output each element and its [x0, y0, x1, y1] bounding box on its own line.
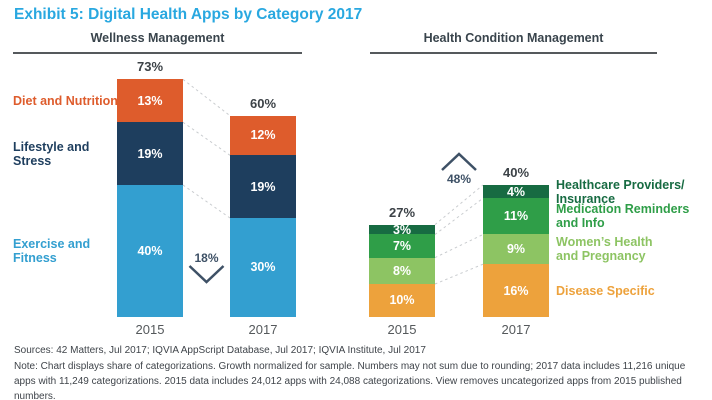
bar-segment: 40%: [117, 184, 183, 317]
series-label: Women’s Health and Pregnancy: [556, 235, 708, 263]
bar-segment: 3%: [369, 222, 435, 237]
series-label-line: Healthcare Providers/: [556, 177, 685, 192]
series-label-line: Disease Specific: [556, 283, 655, 298]
segment-value-label: 4%: [506, 184, 526, 199]
series-label-line: and Pregnancy: [556, 249, 646, 264]
x-axis-label: 2017: [248, 322, 278, 337]
series-label: Healthcare Providers/Insurance: [556, 178, 708, 206]
series-label-line: Exercise and Fitness: [13, 237, 91, 265]
segment-value-label: 13%: [137, 93, 163, 108]
bar-segment: 19%: [117, 122, 183, 185]
stacked-bar-2017: 4% 11% 9% 16%: [483, 185, 549, 317]
segment-value-label: 16%: [503, 283, 529, 298]
note-text: Note: Chart displays share of categoriza…: [14, 361, 686, 400]
panel-header-health-condition-label: Health Condition Management: [423, 31, 604, 45]
series-label-line: and Info: [556, 216, 605, 231]
stacked-bar-2015: 3% 7% 8% 10%: [369, 222, 435, 317]
x-axis-label: 2015: [135, 322, 165, 337]
series-label: Exercise and Fitness: [13, 237, 123, 265]
segment-value-label: 3%: [392, 222, 412, 237]
segment-value-label: 10%: [389, 293, 415, 308]
series-label: Medication Reminders and Info: [556, 202, 708, 230]
series-label: Diet and Nutrition: [13, 94, 123, 108]
panel-header-wellness-management: Wellness Management: [13, 31, 302, 54]
page-title: Exhibit 5: Digital Health Apps by Catego…: [14, 6, 363, 23]
bar-segment: 19%: [230, 155, 296, 218]
growth-percent-label: 18%: [194, 251, 219, 265]
segment-value-label: 19%: [250, 179, 276, 194]
stacked-bar-2017: 12% 19% 30%: [230, 115, 296, 317]
segment-value-label: 19%: [137, 146, 163, 161]
footer: Sources: 42 Matters, Jul 2017; IQVIA App…: [14, 343, 708, 400]
series-label-line: Diet and Nutrition: [13, 93, 118, 108]
bar-total-label: 40%: [502, 165, 530, 180]
bar-segment: 13%: [117, 79, 183, 123]
segment-value-label: 9%: [506, 242, 526, 257]
panel-header-health-condition-management: Health Condition Management: [370, 31, 657, 54]
bar-segment: 16%: [483, 264, 549, 317]
panel-header-wellness-label: Wellness Management: [90, 31, 225, 45]
series-label: Disease Specific: [556, 284, 708, 298]
series-label-line: Lifestyle and Stress: [13, 139, 90, 168]
bar-segment: 30%: [230, 217, 296, 317]
segment-value-label: 8%: [392, 263, 412, 278]
bar-segment: 11%: [483, 198, 549, 235]
series-label-line: Insurance: [556, 191, 616, 206]
segment-value-label: 40%: [137, 243, 163, 258]
bar-segment: 9%: [483, 234, 549, 265]
segment-value-label: 30%: [250, 260, 276, 275]
bar-total-label: 27%: [388, 204, 416, 220]
bar-total-label: 60%: [249, 95, 277, 111]
x-axis-label: 2015: [387, 322, 417, 337]
segment-value-label: 11%: [503, 209, 529, 224]
x-axis-label: 2017: [501, 322, 531, 337]
series-label: Lifestyle and Stress: [13, 140, 123, 168]
series-label-line: Medication Reminders: [556, 202, 690, 217]
segment-value-label: 7%: [392, 239, 412, 254]
bar-segment: 12%: [230, 115, 296, 156]
bar-segment: 10%: [369, 283, 435, 317]
bar-segment: 8%: [369, 257, 435, 284]
stacked-bar-2015: 13% 19% 40%: [117, 79, 183, 317]
series-label-line: Women’s Health: [556, 235, 653, 250]
bar-total-label: 73%: [136, 59, 164, 75]
segment-value-label: 12%: [250, 128, 276, 143]
bar-segment: 4%: [483, 184, 549, 199]
bar-segment: 7%: [369, 234, 435, 258]
sources-text: Sources: 42 Matters, Jul 2017; IQVIA App…: [14, 345, 426, 356]
growth-percent-label: 48%: [446, 172, 472, 186]
